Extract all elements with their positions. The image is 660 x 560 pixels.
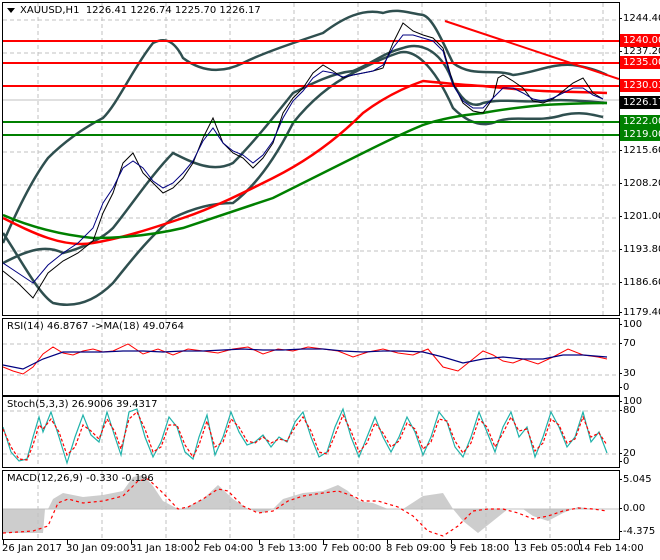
stoch-tick: 20 (619, 448, 636, 459)
stoch-tick: 0 (618, 456, 630, 467)
macd-axis: 5.045 0.00 -4.375 (618, 470, 660, 540)
levels (3, 20, 619, 136)
rsi-tick: 100 (618, 319, 643, 330)
time-axis: 26 Jan 2017 30 Jan 09:00 31 Jan 18:00 2 … (0, 540, 644, 560)
main-chart-pane[interactable]: XAUUSD,H1 1226.41 1226.74 1225.70 1226.1… (2, 2, 620, 316)
price-tick: 1179.40 (618, 307, 660, 318)
ohlc-values: 1226.41 1226.74 1225.70 1226.17 (85, 5, 261, 16)
macd-svg (3, 471, 619, 539)
price-tick: 1201.00 (618, 211, 660, 222)
ma-green (3, 101, 608, 240)
time-label: 30 Jan 09:00 (66, 543, 130, 554)
stoch-tick: 80 (619, 405, 636, 416)
price-axis: 1244.40 1237.20 1215.60 1208.20 1201.00 … (618, 2, 660, 318)
resistance-tag-1230: 1230.03 (620, 79, 660, 92)
macd-pane[interactable]: MACD(12,26,9) -0.330 -0.196 (2, 470, 620, 540)
stoch-label: Stoch(5,3,3) 26.9006 39.4317 (7, 399, 158, 410)
macd-tick: 5.045 (619, 474, 652, 485)
macd-tick: 0.00 (618, 503, 646, 514)
stoch-axis: 100 80 20 0 (618, 396, 660, 468)
dropdown-triangle-icon[interactable] (7, 7, 15, 13)
last-price-tag: 1226.17 (620, 96, 660, 109)
price-tick: 1215.60 (618, 145, 660, 156)
rsi-tick: 0 (618, 382, 630, 393)
time-label: 9 Feb 18:00 (450, 543, 510, 554)
time-label: 14 Feb 14:00 (578, 543, 644, 554)
ma-red (3, 79, 608, 246)
stochastic-pane[interactable]: Stoch(5,3,3) 26.9006 39.4317 (2, 396, 620, 468)
rsi-pane[interactable]: RSI(14) 46.8767 ->MA(18) 49.0764 (2, 318, 620, 396)
stoch-svg (3, 397, 619, 467)
time-label: 8 Feb 09:00 (386, 543, 446, 554)
rsi-label: RSI(14) 46.8767 ->MA(18) 49.0764 (7, 321, 184, 332)
resistance-tag-1240: 1240.00 (620, 34, 660, 47)
symbol-label: XAUUSD,H1 (20, 5, 80, 16)
grid (3, 3, 619, 315)
stoch-tick: 100 (618, 396, 643, 407)
bollinger-bands (3, 9, 608, 307)
support-tag-1219: 1219.00 (620, 128, 660, 141)
rsi-tick: 70 (619, 338, 636, 349)
macd-histogram (3, 475, 603, 533)
price-tick: 1193.80 (618, 244, 660, 255)
price-line (3, 22, 604, 299)
rsi-tick: 30 (619, 368, 636, 379)
price-tick: 1208.20 (618, 178, 660, 189)
support-tag-1222: 1222.00 (620, 115, 660, 128)
price-tick: 1237.20 (618, 46, 660, 57)
time-label: 13 Feb 05:00 (514, 543, 580, 554)
price-tick: 1244.40 (618, 13, 660, 24)
price-tick: 1186.60 (618, 277, 660, 288)
time-label: 26 Jan 2017 (2, 543, 62, 554)
macd-label: MACD(12,26,9) -0.330 -0.196 (7, 473, 154, 484)
time-label: 7 Feb 00:00 (322, 543, 382, 554)
price-chart-svg (3, 3, 619, 315)
resistance-tag-1235: 1235.00 (620, 56, 660, 69)
rsi-axis: 100 70 30 0 (618, 318, 660, 396)
time-label: 2 Feb 04:00 (194, 543, 254, 554)
macd-tick: -4.375 (618, 526, 656, 537)
time-label: 3 Feb 13:00 (258, 543, 318, 554)
rsi-svg (3, 319, 619, 395)
time-label: 31 Jan 18:00 (130, 543, 194, 554)
chart-title: XAUUSD,H1 1226.41 1226.74 1225.70 1226.1… (7, 5, 261, 16)
